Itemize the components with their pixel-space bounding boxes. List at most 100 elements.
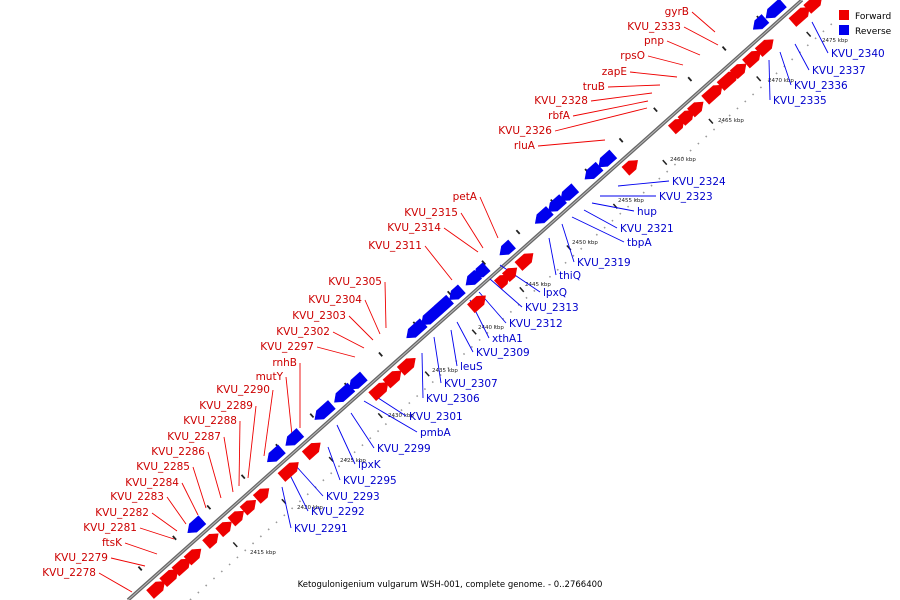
gene-label-reverse: hup [637,206,657,218]
gene-label-forward: KVU_2315 [404,207,458,219]
gene-label-reverse: KVU_2307 [444,378,498,390]
gene-arrow [729,63,747,80]
gene-label-forward: rnhB [272,357,297,369]
leader-line [124,542,158,555]
tick-mark [662,159,668,166]
gene-arrow [788,7,810,27]
gene-label-reverse: xthA1 [492,333,523,345]
gene-arrow [687,101,704,118]
gene-label-forward: KVU_2279 [54,552,108,564]
gene-arrow [621,160,638,176]
backbone [126,0,804,600]
leader-line [285,376,293,436]
gene-arrow [765,0,787,19]
gene-arrow [183,548,202,566]
tick-mark [806,31,812,37]
gene-label-reverse: KVU_2337 [812,65,866,77]
gene-label-forward: KVU_2314 [387,222,441,234]
leader-line [192,466,207,509]
gene-label-forward: KVU_2304 [308,294,362,306]
leader-line [363,400,418,433]
leader-line [691,11,716,33]
gene-label-forward: KVU_2303 [292,310,346,322]
gene-label-reverse: KVU_2312 [509,318,563,330]
gene-arrow [382,370,402,389]
leader-line [289,474,309,512]
gene-arrow [803,0,822,14]
gene-label-reverse: KVU_2335 [773,95,827,107]
gene-arrow [239,499,257,516]
gene-label-forward: KVU_2305 [328,276,382,288]
gene-label-forward: KVU_2328 [534,95,588,107]
gene-arrow [368,382,389,402]
track-dash [618,137,624,143]
leader-line [683,26,719,46]
tick-mark [471,329,477,335]
gene-label-reverse: KVU_2336 [794,80,848,92]
track-dash [687,76,693,82]
gene-label-forward: truB [583,81,605,93]
gene-label-reverse: KVU_2319 [577,257,631,269]
leader-line [223,436,234,493]
gene-arrow [701,84,723,105]
gene-label-reverse: lpxQ [543,287,567,299]
gene-label-forward: KVU_2287 [167,431,221,443]
gene-arrow [267,444,286,463]
gene-label-forward: KVU_2281 [83,522,137,534]
tick-label: 2435 kbp [432,368,458,374]
tick-label: 2450 kbp [572,240,598,246]
gene-label-forward: zapE [602,66,627,78]
tick-label: 2470 kbp [768,78,794,84]
leader-line [768,59,771,101]
gene-label-reverse: KVU_2295 [343,475,397,487]
leader-line [332,331,365,349]
leader-line [350,412,375,449]
leader-line [666,40,701,56]
leader-line [348,315,374,341]
gene-arrow [252,488,270,504]
tick-mark [424,371,430,377]
gene-label-reverse: KVU_2321 [620,223,674,235]
gene-arrow [742,50,761,69]
tick-mark [377,412,383,419]
gene-arrow [159,569,179,588]
leader-line [794,43,810,71]
leader-line [327,446,341,481]
track-dash [206,504,212,510]
gene-label-forward: KVU_2311 [368,240,422,252]
leader-line [479,196,499,239]
gene-label-reverse: KVU_2313 [525,302,579,314]
forward-genes [146,0,822,599]
legend-swatch-forward [839,10,849,20]
gene-arrow [215,521,232,538]
leader-line [263,389,274,457]
leader-line [110,557,146,567]
gene-label-forward: KVU_2297 [260,341,314,353]
leader-line [421,352,424,399]
gene-label-forward: KVU_2288 [183,415,237,427]
gene-label-forward: KVU_2326 [498,125,552,137]
track-dash [515,229,521,235]
tick-label: 2465 kbp [718,118,744,124]
gene-arrow [146,581,165,599]
leader-line [433,336,442,384]
gene-label-reverse: KVU_2340 [831,48,885,60]
track-dash [378,351,383,357]
tick-label: 2420 kbp [297,505,323,511]
track-dash [653,107,658,113]
gene-arrow [171,558,191,577]
leader-lines [98,11,829,593]
gene-label-reverse: KVU_2306 [426,393,480,405]
leader-line [295,465,324,497]
leader-line [336,424,356,465]
tick-mark [328,456,334,463]
gene-label-reverse: KVU_2291 [294,523,348,535]
gene-arrow [227,510,244,527]
leader-line [607,84,661,88]
leader-line [647,55,684,66]
leader-line [548,237,557,276]
leader-line [207,451,222,499]
reverse-genes [187,0,787,534]
gene-arrow [514,253,534,271]
tick-label: 2440 kbp [478,325,504,331]
